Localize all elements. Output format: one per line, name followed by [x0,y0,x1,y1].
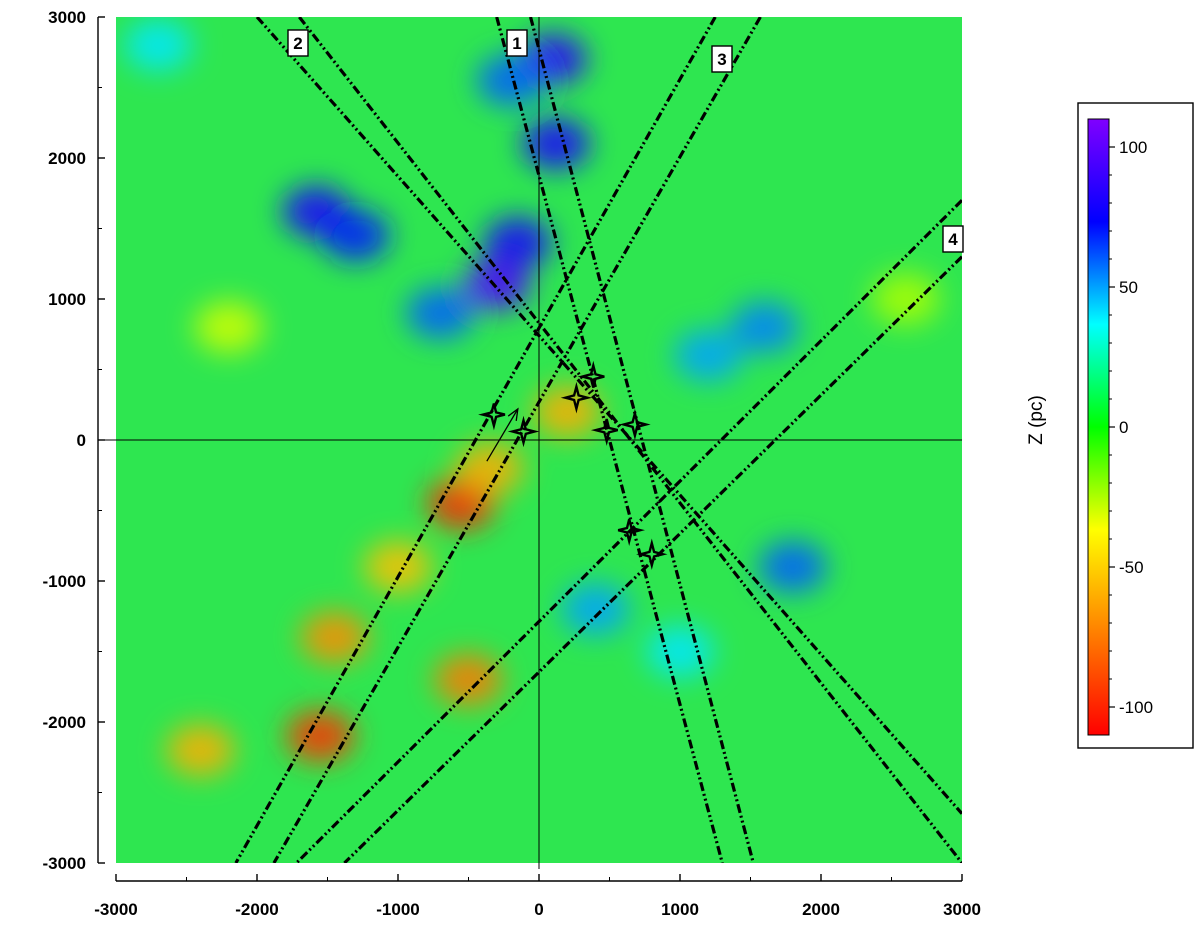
sightline-2-0 [255,17,962,815]
heatmap-blob-5 [462,258,531,311]
heatmap-blob-2 [476,54,545,107]
zero-axes [102,17,962,869]
heatmap-blob-13 [124,19,193,72]
star-marker-5 [507,415,540,448]
x-tick-label--2000: -2000 [235,900,278,919]
heatmap-blob-8 [730,301,799,354]
y-tick-label-0: 0 [77,431,86,450]
heatmap-blob-9 [674,329,743,382]
sightline-4-1 [343,255,962,863]
axes-frame: -3000 -2000 -1000 0 1000 2000 3000 -3000 -2000 -1… [43,8,981,919]
heatmap-blob-23 [871,273,940,325]
colorbar-tick-label-100: 100 [1119,138,1147,157]
sightline-2-1 [298,17,962,863]
direction-arrow [486,407,519,462]
colorbar-title: Z (pc) [1026,395,1047,445]
sightline-4-0 [295,199,962,863]
sightline-tag-2: 2 [293,34,302,53]
x-tick-label-2000: 2000 [802,900,840,919]
sightline-tag-box-1 [506,29,528,57]
star-marker-6 [617,518,645,546]
heatmap-blob-7 [406,287,475,340]
heatmap-blob-12 [646,625,714,678]
y-tick-label--3000: -3000 [43,854,86,873]
sightline-tag-box-3 [711,45,733,73]
heatmap-blob-20 [166,724,235,777]
sightline-labels: 1 2 3 4 [287,29,964,253]
x-tick-label-1000: 1000 [661,900,699,919]
heatmap-blob-10 [758,540,827,593]
x-tick-label-3000: 3000 [943,900,981,919]
heatmap-blob-11 [561,583,630,636]
sightline-1-1 [528,17,755,863]
y-tick-label-1000: 1000 [48,290,86,309]
colorbar-tick-label--50: -50 [1119,558,1144,577]
star-marker-1 [560,381,593,414]
colorbar-bar [1087,118,1110,736]
heatmap-blob-4 [321,209,390,262]
y-tick-label--2000: -2000 [43,713,86,732]
star-marker-4 [478,403,506,431]
sightline-tag-3: 3 [717,50,726,69]
heatmap-blob-17 [286,710,355,763]
star-marker-7 [636,538,668,570]
sightline-tag-4: 4 [948,230,958,249]
star-marker-2 [590,418,619,446]
heatmap-blob-21 [364,540,432,593]
heatmap-blob-19 [434,653,503,706]
sightline-tag-box-4 [942,225,964,253]
heatmap-blob-18 [300,611,369,664]
sightline-1-0 [495,17,724,863]
x-tick-label--1000: -1000 [376,900,419,919]
x-tick-label-0: 0 [534,900,543,919]
y-tick-label--1000: -1000 [43,572,86,591]
heatmap-blob-14 [194,301,263,354]
arrow-head [507,407,519,421]
star-marker-0 [577,360,605,388]
arrow-shaft [486,408,519,462]
x-tick-label--3000: -3000 [94,900,137,919]
y-tick-label-2000: 2000 [48,149,86,168]
heatmap-blob-22 [533,385,602,438]
heatmap-blob-1 [521,117,590,170]
sightline-tag-1: 1 [512,34,521,53]
sightline-tag-box-2 [287,29,309,57]
star-markers [478,360,668,570]
star-marker-3 [619,408,651,441]
heatmap-blob-6 [483,216,552,269]
sightline-pairs [234,17,962,863]
colorbar-tick-label-0: 0 [1119,418,1128,437]
colorbar-tick-label-50: 50 [1119,278,1138,297]
colorbar-tick-label--100: -100 [1119,698,1153,717]
y-tick-label-3000: 3000 [48,8,86,27]
colorbar: 100 50 0 -50 -100 Z (pc) [1026,102,1194,749]
